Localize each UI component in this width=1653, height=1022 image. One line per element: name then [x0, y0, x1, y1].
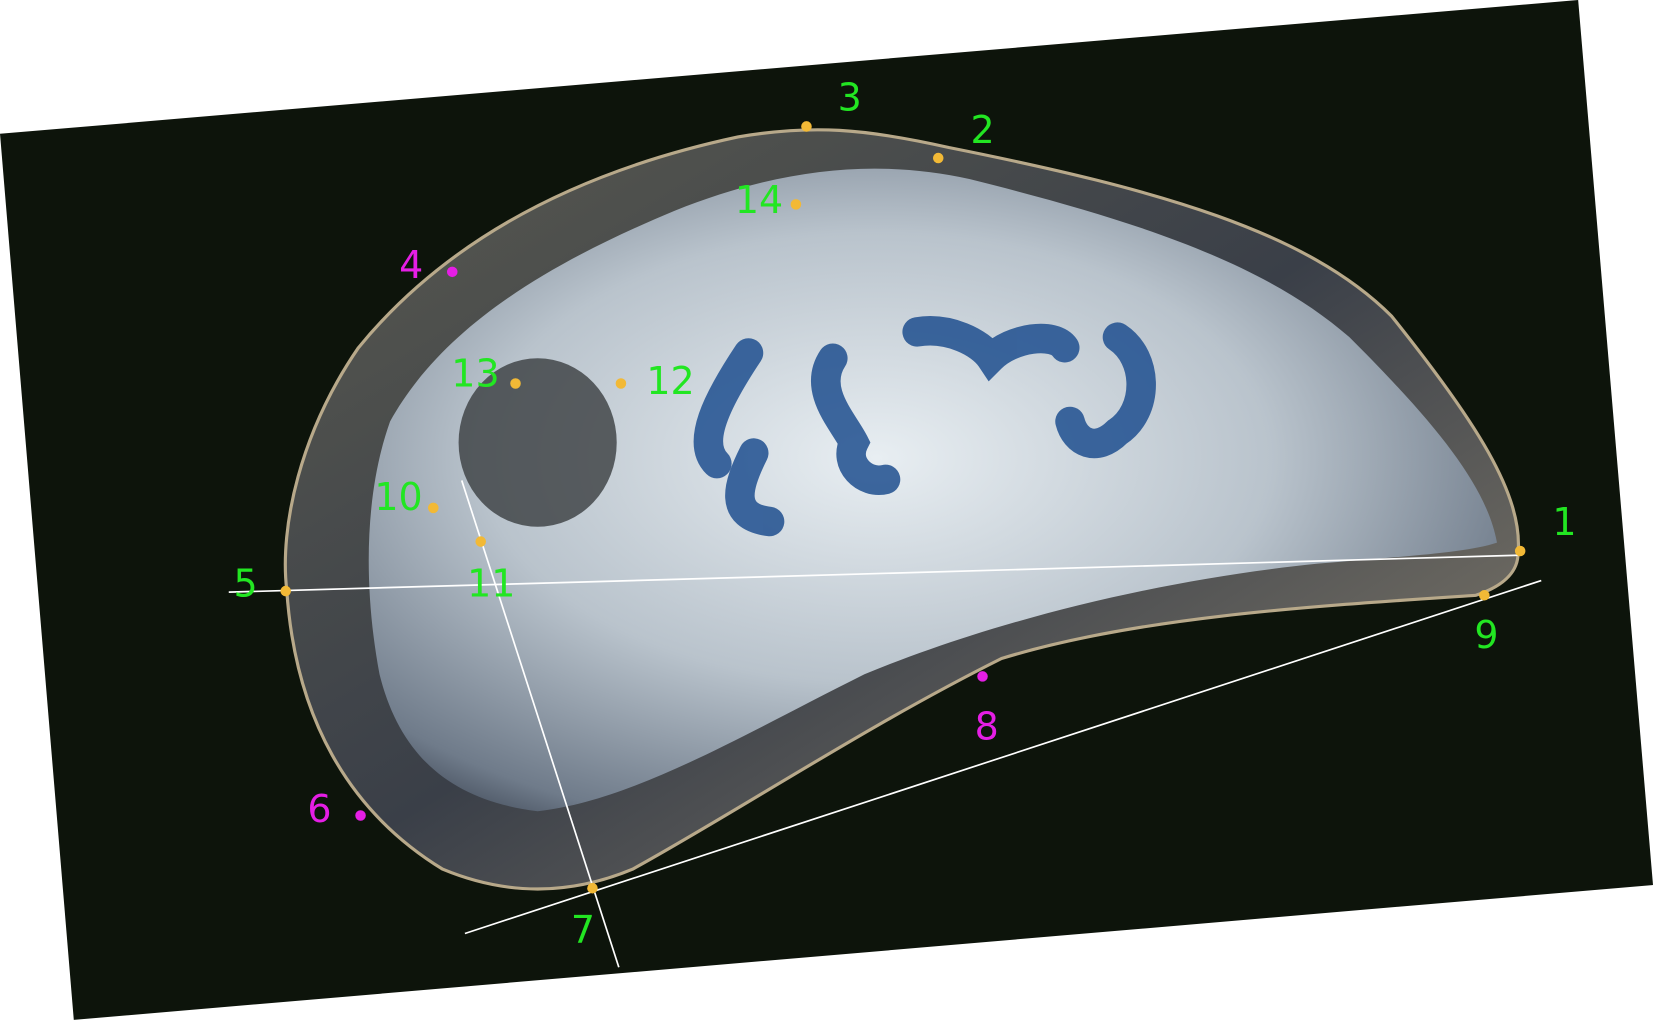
landmark-label: 1 [1552, 500, 1576, 544]
landmark-dot [280, 585, 291, 597]
ink-marks [693, 316, 1156, 537]
landmark-dot [355, 810, 366, 821]
landmark-dot [615, 378, 627, 389]
landmark-label: 5 [234, 561, 258, 605]
landmark-dot [1514, 545, 1526, 557]
landmark-label: 8 [975, 705, 999, 749]
landmark-dot [1479, 590, 1490, 601]
landmark-label: 13 [451, 352, 499, 396]
landmark-dot [977, 671, 988, 682]
length-line [228, 554, 1519, 593]
landmark-dot [801, 121, 812, 132]
landmark-dot [587, 882, 598, 894]
landmark-label: 11 [467, 561, 515, 605]
shell-interior [368, 168, 1497, 812]
landmark-label: 10 [374, 475, 422, 519]
landmark-dot [510, 378, 521, 389]
landmark-label: 9 [1474, 613, 1498, 657]
landmark-label: 4 [399, 243, 423, 287]
landmark-label: 14 [735, 178, 783, 222]
landmark-label: 12 [646, 359, 694, 403]
landmark-dot [932, 152, 944, 164]
landmark-dot [475, 536, 486, 547]
landmark-dot [428, 502, 439, 514]
landmark-label: 7 [571, 908, 595, 952]
landmark-label: 6 [307, 787, 331, 831]
landmark-dot [446, 266, 458, 278]
muscle-scar [458, 358, 617, 527]
landmark-label: 3 [838, 76, 862, 120]
ventral-line [464, 579, 1542, 935]
landmark-dot [790, 199, 802, 210]
landmark-label: 2 [970, 108, 994, 152]
